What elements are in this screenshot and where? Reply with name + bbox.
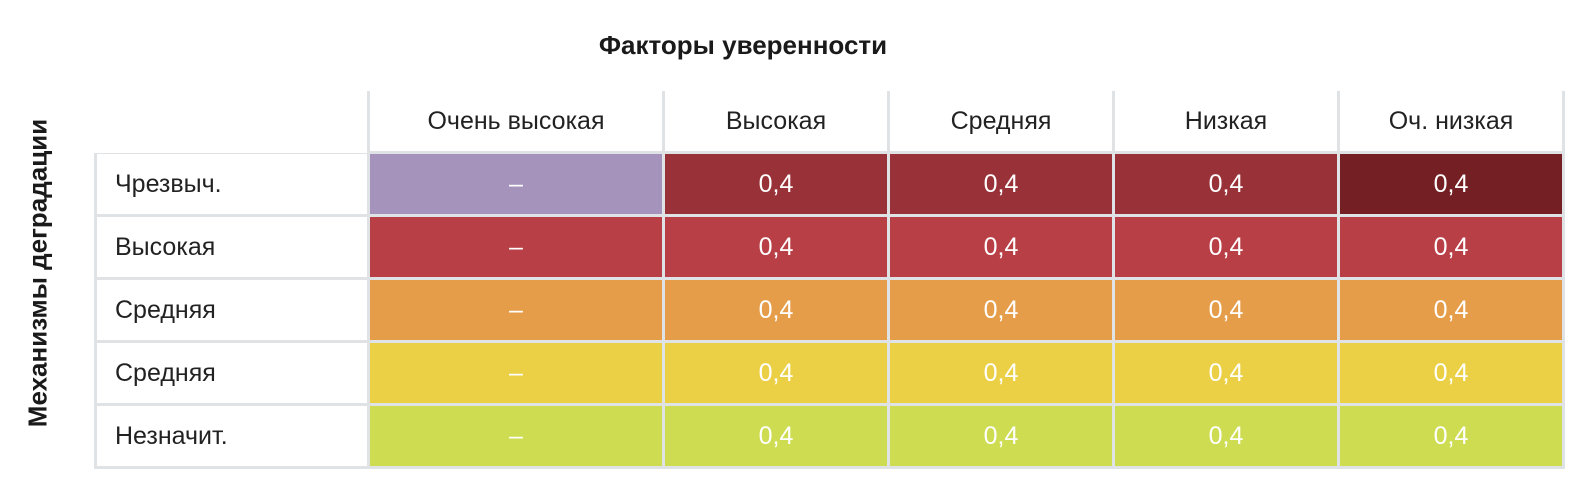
heatmap-cell: 0,4 <box>665 406 887 466</box>
heatmap-cell: 0,4 <box>1340 154 1562 214</box>
heatmap-cell: 0,4 <box>890 343 1112 403</box>
chart-title: Факторы уверенности <box>598 30 888 60</box>
heatmap-cell: – <box>370 343 662 403</box>
heatmap-cell: 0,4 <box>890 406 1112 466</box>
heatmap-cell: 0,4 <box>665 154 887 214</box>
y-axis-label: Механизмы деградации <box>22 118 53 428</box>
heatmap-cell: 0,4 <box>890 154 1112 214</box>
column-header: Высокая <box>665 91 887 151</box>
y-axis-label-box: Механизмы деградации <box>8 95 68 451</box>
row-header: Незначит. <box>97 406 367 466</box>
heatmap-cell: 0,4 <box>1115 343 1337 403</box>
heatmap-cell: 0,4 <box>1115 280 1337 340</box>
column-header: Низкая <box>1115 91 1337 151</box>
heatmap-cell: 0,4 <box>665 280 887 340</box>
heatmap-cell: 0,4 <box>665 217 887 277</box>
heatmap-table: Очень высокая Высокая Средняя Низкая Оч. низ… <box>94 91 1565 469</box>
column-header: Оч. низкая <box>1340 91 1562 151</box>
heatmap-cell: 0,4 <box>1115 406 1337 466</box>
column-header: Очень высокая <box>370 91 662 151</box>
heatmap-cell: 0,4 <box>1340 280 1562 340</box>
heatmap-cell: – <box>370 406 662 466</box>
row-header: Средняя <box>97 280 367 340</box>
heatmap-cell: – <box>370 217 662 277</box>
heatmap-cell: 0,4 <box>1115 217 1337 277</box>
row-header: Чрезвыч. <box>97 154 367 214</box>
heatmap-cell: 0,4 <box>665 343 887 403</box>
heatmap-cell: – <box>370 280 662 340</box>
heatmap-cell: – <box>370 154 662 214</box>
heatmap-cell: 0,4 <box>1340 343 1562 403</box>
heatmap-cell: 0,4 <box>1340 217 1562 277</box>
heatmap-cell: 0,4 <box>890 217 1112 277</box>
column-header: Средняя <box>890 91 1112 151</box>
heatmap-cell: 0,4 <box>1115 154 1337 214</box>
table-corner <box>94 91 367 153</box>
heatmap-cell: 0,4 <box>1340 406 1562 466</box>
row-header: Высокая <box>97 217 367 277</box>
row-header: Средняя <box>97 343 367 403</box>
heatmap-cell: 0,4 <box>890 280 1112 340</box>
